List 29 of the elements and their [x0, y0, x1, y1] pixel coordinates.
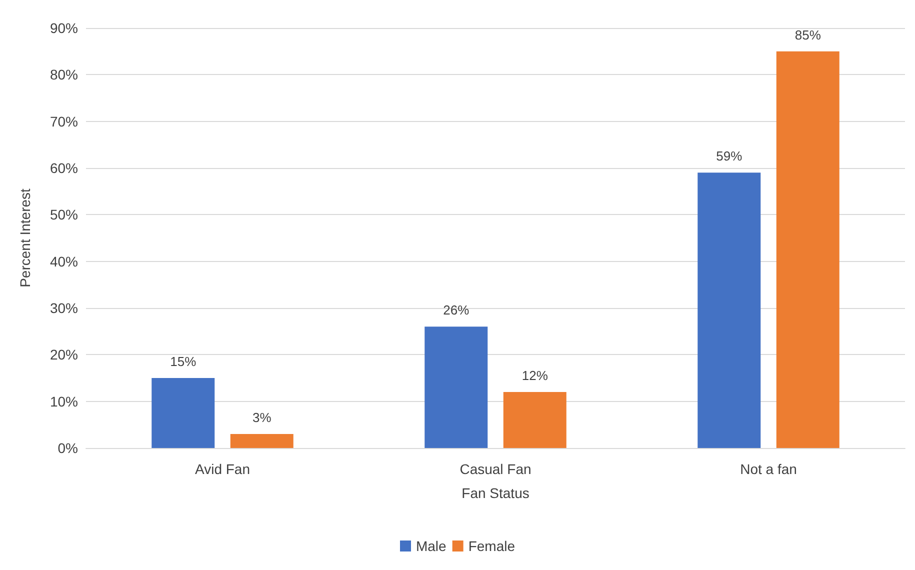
- bar: [503, 392, 566, 448]
- x-tick-label: Not a fan: [740, 461, 797, 477]
- bar: [698, 172, 761, 448]
- data-label: 85%: [794, 27, 822, 42]
- y-tick-label: 30%: [50, 300, 78, 316]
- y-tick-label: 50%: [50, 206, 78, 223]
- y-tick-label: 10%: [50, 393, 78, 410]
- data-label: 12%: [522, 368, 548, 383]
- data-label: 59%: [716, 148, 743, 164]
- y-tick-label: 90%: [50, 20, 78, 36]
- data-label: 26%: [443, 302, 470, 318]
- bar: [424, 326, 488, 448]
- y-tick-label: 0%: [58, 440, 78, 456]
- y-tick-label: 80%: [50, 66, 78, 83]
- bar: [776, 51, 840, 448]
- y-tick-label: 70%: [50, 113, 78, 130]
- data-label: 3%: [252, 410, 272, 425]
- legend-label: Male: [416, 538, 447, 554]
- bar: [152, 378, 215, 448]
- x-tick-label: Avid Fan: [195, 461, 250, 477]
- x-axis-title: Fan Status: [462, 485, 530, 501]
- y-tick-label: 40%: [50, 253, 78, 270]
- x-tick-label: Casual Fan: [460, 461, 532, 477]
- y-tick-label: 60%: [50, 160, 78, 176]
- bar: [230, 434, 294, 448]
- y-tick-label: 20%: [50, 346, 78, 363]
- legend-label: Female: [468, 538, 516, 554]
- data-label: 15%: [170, 354, 197, 369]
- y-axis-title: Percent Interest: [17, 188, 33, 288]
